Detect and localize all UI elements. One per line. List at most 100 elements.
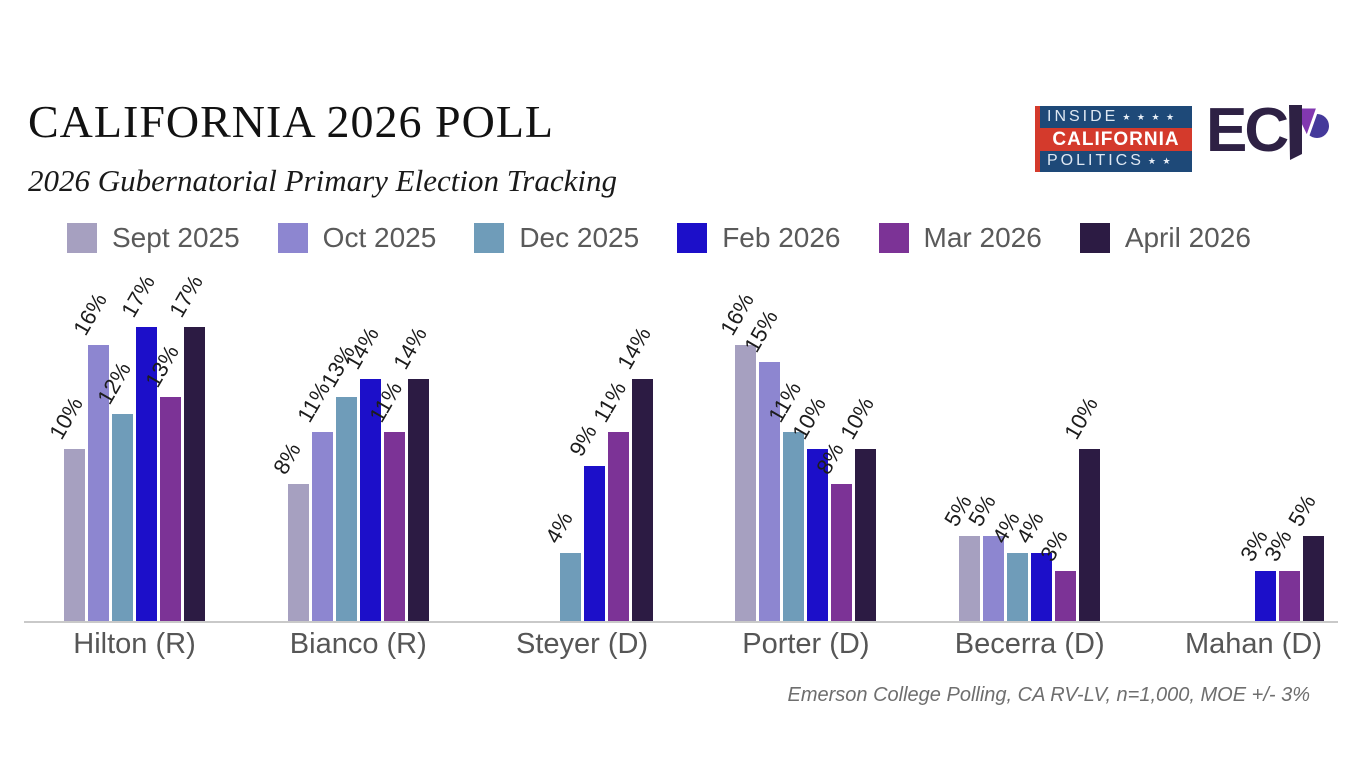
icp-logo-text-inside: INSIDE	[1047, 108, 1119, 125]
bar-bianco-r-sept-2025: 8%	[268, 438, 309, 623]
bar-slot: 4%	[1011, 280, 1053, 623]
bar-slot	[512, 280, 533, 623]
bar-slot: 15%	[740, 280, 783, 623]
bar-hilton-r-mar-2026: 13%	[140, 341, 184, 623]
legend-swatch-sept-2025	[67, 223, 97, 253]
legend-label: Mar 2026	[923, 222, 1042, 253]
category-label-hilton-r: Hilton (R)	[73, 628, 196, 660]
bar-porter-d-oct-2025: 15%	[740, 306, 783, 623]
bar-slot: 4%	[987, 280, 1029, 623]
bar-slot: 11%	[292, 280, 335, 623]
bar-group-bianco-r: 8% 11% 13% 14% 11% 14%	[268, 280, 432, 623]
bar-bianco-r-mar-2026: 11%	[364, 377, 407, 623]
ecp-logo-letters: EC	[1206, 96, 1289, 165]
bar-group-becerra-d: 5% 5% 4% 4% 3% 10%	[939, 280, 1103, 623]
page-subtitle: 2026 Gubernatorial Primary Election Trac…	[28, 163, 617, 198]
category-axis: Hilton (R) Bianco (R) Steyer (D) Porter (D)…	[64, 628, 1324, 661]
bar-slot	[1183, 280, 1204, 623]
plot-area: 10% 16% 12% 17% 13% 17% 8% 11% 13% 14% 11% 14% 4% 9% 1…	[44, 271, 1324, 623]
legend-item-sept-2025: Sept 2025	[67, 222, 240, 254]
bar-hilton-r-dec-2025: 12%	[92, 358, 136, 623]
bar-becerra-d-feb-2026: 4%	[1011, 508, 1053, 623]
bar-slot: 4%	[540, 280, 581, 623]
icp-logo-text-california: CALIFORNIA	[1052, 128, 1180, 150]
legend-label: Oct 2025	[322, 222, 437, 253]
inside-california-politics-logo: INSIDE ★ ★ ★ ★ CALIFORNIA POLITICS ★ ★	[1035, 106, 1192, 172]
bar-steyer-d-feb-2026: 9%	[564, 421, 605, 623]
category-label-bianco-r: Bianco (R)	[289, 628, 427, 660]
legend-item-april-2026: April 2026	[1079, 222, 1251, 254]
legend-swatch-dec-2025	[474, 223, 505, 253]
category-label-becerra-d: Becerra (D)	[954, 628, 1105, 660]
bar-value-label: 8%	[268, 438, 306, 479]
bar-hilton-r-oct-2025: 16%	[68, 288, 112, 623]
bar-slot: 11%	[588, 280, 631, 623]
bar-slot: 9%	[564, 280, 605, 623]
bar-porter-d-sept-2025: 16%	[716, 288, 759, 623]
bar-slot: 11%	[364, 280, 407, 623]
bar-porter-d-feb-2026: 10%	[788, 393, 831, 623]
icp-logo-row-inside: INSIDE ★ ★ ★ ★	[1040, 109, 1192, 125]
bar-slot: 12%	[92, 280, 136, 623]
bar-porter-d-dec-2025: 11%	[764, 377, 806, 623]
bar-hilton-r-feb-2026: 17%	[116, 271, 160, 623]
bar-becerra-d-dec-2025: 4%	[987, 508, 1029, 623]
bar-becerra-d-april-2026: 10%	[1059, 393, 1103, 623]
icp-logo-row-politics: POLITICS ★ ★	[1040, 153, 1192, 169]
bar-slot: 10%	[1059, 280, 1103, 623]
bar-slot: 16%	[716, 280, 759, 623]
legend-swatch-mar-2026	[878, 223, 909, 253]
bar-group-porter-d: 16% 15% 11% 10% 8% 10%	[716, 280, 879, 623]
bar-slot: 3%	[1235, 280, 1276, 623]
bar-slot: 3%	[1259, 280, 1300, 623]
icp-logo-text-politics: POLITICS	[1047, 152, 1144, 169]
legend-label: Feb 2026	[722, 222, 841, 253]
bar-slot: 5%	[939, 280, 981, 623]
legend-item-mar-2026: Mar 2026	[878, 222, 1042, 254]
source-note: Emerson College Polling, CA RV-LV, n=1,0…	[787, 684, 1310, 706]
bar-slot: 14%	[340, 280, 384, 623]
bar-group-mahan-d: 3% 3% 5%	[1183, 280, 1324, 623]
icp-logo-stars-bottom-icon: ★ ★	[1147, 155, 1173, 166]
bar-slot: 11%	[764, 280, 806, 623]
bar-mahan-d-mar-2026: 3%	[1259, 525, 1300, 623]
bar-hilton-r-sept-2025: 10%	[44, 393, 88, 623]
bar-steyer-d-april-2026: 14%	[612, 323, 655, 623]
bar-group-hilton-r: 10% 16% 12% 17% 13% 17%	[44, 271, 208, 623]
legend-swatch-oct-2025	[277, 223, 308, 253]
legend-swatch-april-2026	[1079, 223, 1110, 253]
bar-slot: 10%	[44, 280, 88, 623]
bar-steyer-d-dec-2025: 4%	[540, 508, 581, 623]
emerson-college-polling-logo: EC	[1206, 96, 1330, 165]
legend-label: Dec 2025	[519, 222, 640, 253]
bar-slot: 13%	[316, 280, 360, 623]
legend-item-dec-2025: Dec 2025	[474, 222, 639, 254]
bar-becerra-d-sept-2025: 5%	[939, 490, 981, 623]
bar-slot: 14%	[388, 280, 432, 623]
bar-porter-d-april-2026: 10%	[836, 393, 879, 623]
bar-becerra-d-mar-2026: 3%	[1035, 525, 1077, 623]
bar-bianco-r-feb-2026: 14%	[340, 323, 384, 623]
bar-group-steyer-d: 4% 9% 11% 14%	[512, 280, 655, 623]
bar-slot: 5%	[1283, 280, 1324, 623]
bar-slot: 10%	[836, 280, 879, 623]
icp-logo-row-california: CALIFORNIA	[1040, 127, 1192, 151]
legend-swatch-feb-2026	[677, 223, 708, 253]
bar-value-label: 10%	[44, 392, 88, 444]
category-label-porter-d: Porter (D)	[742, 628, 870, 660]
bar-porter-d-mar-2026: 8%	[812, 438, 853, 623]
bar-mahan-d-feb-2026: 3%	[1235, 525, 1276, 623]
ecp-logo-p-icon	[1289, 105, 1330, 160]
category-label-steyer-d: Steyer (D)	[516, 628, 649, 660]
bar-slot	[1207, 280, 1228, 623]
bar-slot: 5%	[963, 280, 1005, 623]
bar-slot: 13%	[140, 280, 184, 623]
bar-slot: 8%	[268, 280, 309, 623]
bar-steyer-d-mar-2026: 11%	[588, 377, 631, 623]
bar-mahan-d-april-2026: 5%	[1283, 490, 1324, 623]
bar-slot	[1231, 280, 1252, 623]
x-axis-line	[24, 621, 1338, 623]
bar-hilton-r-april-2026: 17%	[164, 271, 208, 623]
bar-bianco-r-dec-2025: 13%	[316, 341, 360, 623]
